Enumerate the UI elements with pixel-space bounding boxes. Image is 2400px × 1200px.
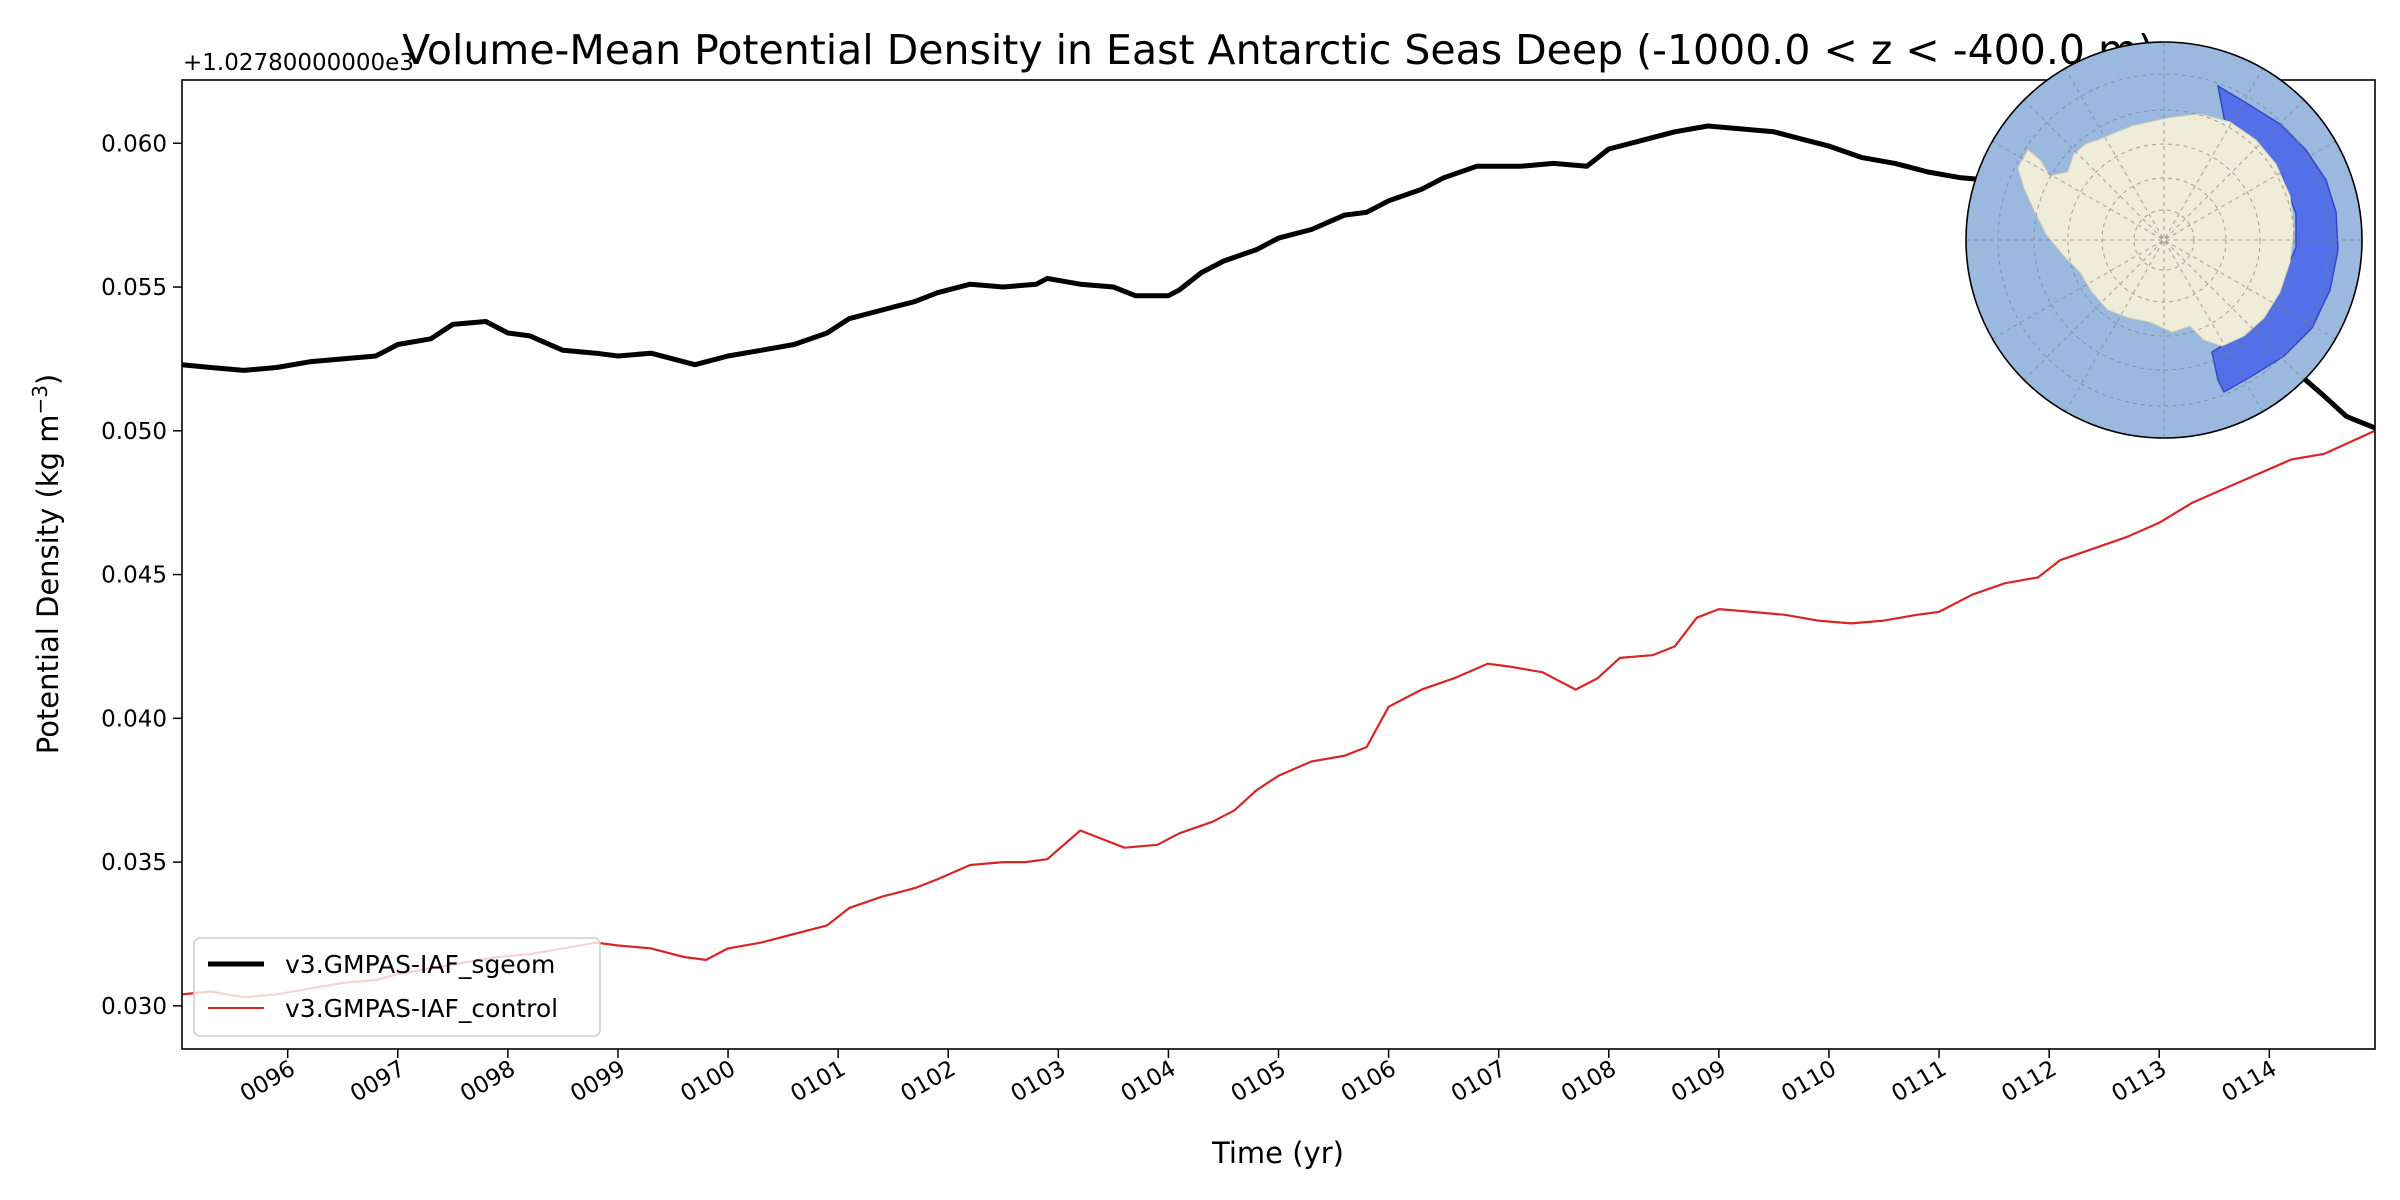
x-tick-label: 0106 <box>1337 1056 1401 1108</box>
y-offset-label: +1.02780000000e3 <box>183 50 414 76</box>
x-tick-label: 0108 <box>1557 1056 1621 1108</box>
y-axis: 0.030 0.035 0.040 0.045 0.050 0.055 0.060 <box>101 131 182 1020</box>
x-tick-label: 0111 <box>1887 1056 1951 1108</box>
x-tick-label: 0110 <box>1777 1056 1841 1108</box>
legend-box <box>193 937 601 1037</box>
legend-label-control: v3.GMPAS-IAF_control <box>285 994 558 1023</box>
x-tick-label: 0100 <box>676 1056 740 1108</box>
y-tick-label: 0.030 <box>101 994 167 1020</box>
x-tick-label: 0104 <box>1117 1056 1181 1108</box>
y-axis-label: Potential Density (kg m−3) <box>28 374 65 755</box>
x-axis-label: Time (yr) <box>1211 1136 1344 1170</box>
legend: v3.GMPAS-IAF_sgeom v3.GMPAS-IAF_control <box>193 937 601 1037</box>
inset-graticule <box>1966 42 2362 438</box>
y-tick-label: 0.045 <box>101 563 167 589</box>
y-axis-label-close: ) <box>31 374 65 385</box>
x-tick-label: 0098 <box>456 1056 520 1108</box>
x-tick-label: 0105 <box>1227 1056 1291 1108</box>
x-tick-label: 0097 <box>346 1056 410 1108</box>
chart-title: Volume-Mean Potential Density in East An… <box>402 26 2154 74</box>
x-tick-label: 0113 <box>2108 1056 2172 1108</box>
y-axis-label-exponent: −3 <box>28 385 52 414</box>
x-tick-label: 0102 <box>897 1056 961 1108</box>
y-axis-label-text: Potential Density (kg m <box>31 415 65 755</box>
y-tick-label: 0.035 <box>101 850 167 876</box>
y-tick-label: 0.050 <box>101 419 167 445</box>
x-axis: 0096 0097 0098 0099 0100 0101 0102 0103 0104 0105… <box>236 1049 2281 1107</box>
legend-label-sgeom: v3.GMPAS-IAF_sgeom <box>285 950 555 979</box>
x-tick-label: 0114 <box>2218 1056 2282 1108</box>
x-tick-label: 0107 <box>1447 1056 1511 1108</box>
x-tick-label: 0101 <box>786 1056 850 1108</box>
x-tick-label: 0112 <box>1997 1056 2061 1108</box>
x-tick-label: 0103 <box>1007 1056 1071 1108</box>
y-tick-label: 0.055 <box>101 275 167 301</box>
series-line-control <box>182 429 2375 999</box>
x-tick-label: 0096 <box>236 1056 300 1108</box>
y-tick-label: 0.060 <box>101 131 167 157</box>
region-inset-map <box>1965 41 2363 439</box>
x-tick-label: 0109 <box>1667 1056 1731 1108</box>
x-tick-label: 0099 <box>566 1056 630 1108</box>
y-tick-label: 0.040 <box>101 706 167 732</box>
antarctica-landmass <box>2017 113 2295 347</box>
inset-outline <box>1965 41 2363 439</box>
